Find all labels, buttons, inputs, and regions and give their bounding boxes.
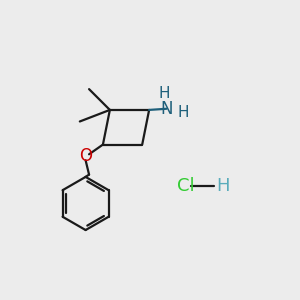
Text: N: N xyxy=(160,100,173,118)
Text: H: H xyxy=(177,105,189,120)
Text: H: H xyxy=(216,177,230,195)
Text: O: O xyxy=(79,147,92,165)
Text: Cl: Cl xyxy=(177,177,194,195)
Text: H: H xyxy=(158,86,170,101)
